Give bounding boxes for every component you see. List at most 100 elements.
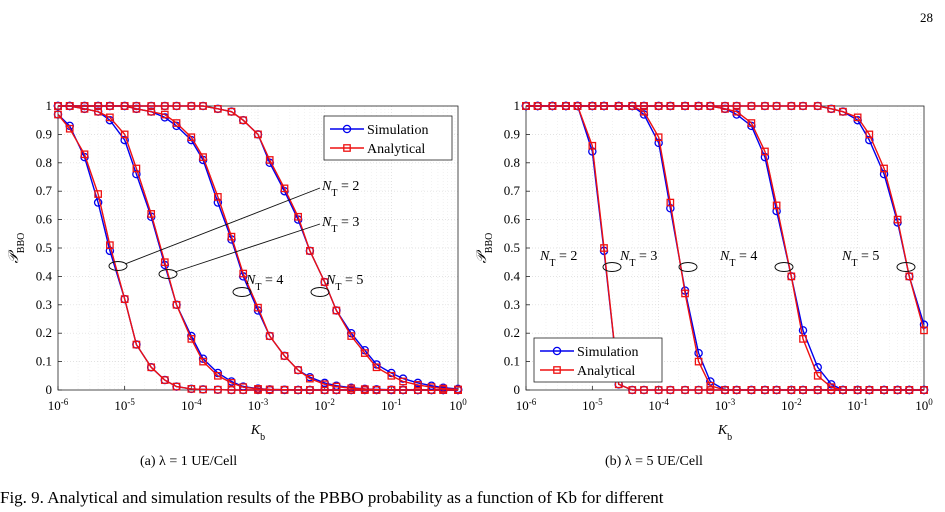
data-point xyxy=(747,102,756,110)
data-point xyxy=(772,102,781,110)
data-point xyxy=(600,102,608,110)
data-point xyxy=(239,116,248,125)
data-point xyxy=(214,385,222,394)
series-line xyxy=(526,105,925,325)
data-point xyxy=(360,385,369,393)
data-point xyxy=(106,102,114,110)
data-point xyxy=(813,371,822,380)
data-point xyxy=(772,201,781,210)
data-point xyxy=(640,102,648,110)
annotation-ellipse xyxy=(108,261,128,271)
legend-box xyxy=(323,115,453,161)
data-point xyxy=(387,371,396,380)
data-point xyxy=(306,386,314,394)
x-tick-label: 10-1 xyxy=(847,397,868,413)
y-tick-label: 0.1 xyxy=(504,354,520,369)
annotation-ellipse xyxy=(158,269,178,279)
y-tick-label: 0.3 xyxy=(504,297,520,312)
data-point xyxy=(681,102,689,110)
legend: Simulation Analytical xyxy=(533,337,663,383)
annotation-label: NT = 4 xyxy=(719,249,757,269)
data-point xyxy=(839,107,847,116)
data-point xyxy=(427,383,436,392)
data-point xyxy=(732,107,741,116)
data-point xyxy=(799,335,807,343)
x-tick-label: 10-2 xyxy=(781,397,802,413)
y-tick-label: 0 xyxy=(46,382,53,397)
legend-marker xyxy=(552,346,562,356)
y-tick-label: 0.9 xyxy=(504,126,520,141)
data-point xyxy=(522,102,530,110)
data-point xyxy=(372,385,381,394)
x-tick-label: 10-4 xyxy=(181,397,202,413)
data-point xyxy=(732,386,741,394)
data-point xyxy=(853,386,862,394)
y-axis-label: 𝒫BBO xyxy=(7,233,27,264)
annotation-nt-3: NT = 3 xyxy=(158,215,359,279)
data-point xyxy=(588,102,597,110)
data-point xyxy=(160,102,169,110)
legend-marker xyxy=(342,124,352,134)
data-point xyxy=(332,306,341,315)
data-point xyxy=(865,386,874,394)
data-point xyxy=(294,212,302,221)
data-point xyxy=(880,164,888,173)
data-point xyxy=(187,102,196,110)
annotation-nt-2: NT = 2 xyxy=(108,179,359,271)
data-point xyxy=(132,340,141,349)
data-point xyxy=(187,335,196,343)
data-point xyxy=(706,102,715,110)
annotation-ellipse xyxy=(678,262,698,272)
data-point xyxy=(454,385,462,394)
data-point xyxy=(147,107,156,116)
data-point xyxy=(187,133,196,142)
data-point xyxy=(799,102,807,110)
data-point xyxy=(694,357,703,366)
annotation-label: NT = 5 xyxy=(841,249,879,269)
data-point xyxy=(106,113,114,122)
x-tick-label: 10-1 xyxy=(381,397,402,413)
data-point xyxy=(747,386,756,394)
data-point xyxy=(265,156,274,164)
y-tick-label: 0.8 xyxy=(504,155,520,170)
data-point xyxy=(600,244,608,252)
annotation-ellipse xyxy=(774,262,794,272)
annotation-nt-3: NT = 3 xyxy=(619,249,698,272)
annotation-leader xyxy=(124,187,321,265)
annotation-label: NT = 3 xyxy=(619,249,657,269)
y-tick-label: 0.7 xyxy=(504,183,521,198)
data-point xyxy=(893,386,902,394)
data-point xyxy=(332,382,341,391)
y-tick-label: 0.2 xyxy=(504,325,520,340)
x-tick-label: 10-4 xyxy=(648,397,669,413)
data-point xyxy=(306,246,314,255)
data-point xyxy=(721,102,729,110)
data-point xyxy=(147,363,156,372)
x-tick-label: 10-6 xyxy=(516,397,537,413)
data-point xyxy=(865,135,874,145)
y-tick-label: 0.6 xyxy=(36,212,53,227)
data-point xyxy=(120,295,129,303)
data-point xyxy=(172,300,181,309)
x-tick-label: 100 xyxy=(915,397,933,413)
data-point xyxy=(280,184,289,193)
annotation-label: NT = 3 xyxy=(321,215,359,235)
data-point xyxy=(320,278,329,286)
x-tick-label: 10-2 xyxy=(314,397,335,413)
data-point xyxy=(347,332,356,340)
data-point xyxy=(666,198,675,207)
y-axis-label: 𝒫BBO xyxy=(475,233,495,264)
data-point xyxy=(573,102,582,110)
x-axis-label: Kb xyxy=(250,423,265,443)
data-point xyxy=(360,349,369,357)
y-tick-label: 0.7 xyxy=(36,183,53,198)
legend-entry-simulation: Simulation xyxy=(367,123,428,138)
data-point xyxy=(172,119,181,127)
y-tick-label: 0.2 xyxy=(36,325,52,340)
data-point xyxy=(160,110,169,119)
data-point xyxy=(280,385,289,394)
data-point xyxy=(787,272,796,281)
annotation-nt-4: NT = 4 xyxy=(719,249,794,272)
data-point xyxy=(813,102,822,110)
